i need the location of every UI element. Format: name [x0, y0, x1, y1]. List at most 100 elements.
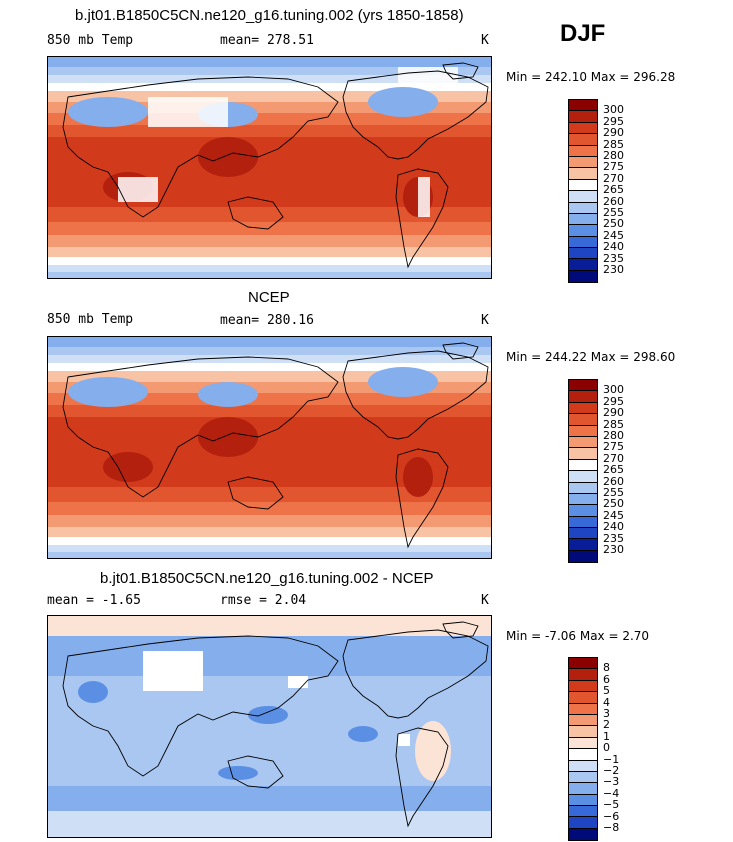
- panel3-title: b.jt01.B1850C5CN.ne120_g16.tuning.002 - …: [100, 570, 434, 587]
- colorbar-tick-label: 230: [603, 543, 624, 556]
- colorbar-tick-label: 275: [603, 440, 624, 454]
- colorbar-swatch: [569, 680, 597, 693]
- colorbar-tick-label: 8: [603, 661, 610, 675]
- colorbar-tick-label: 5: [603, 684, 610, 698]
- colorbar-tick-label: 0: [603, 741, 610, 755]
- colorbar-swatch: [569, 425, 597, 437]
- colorbar-swatch: [569, 213, 597, 226]
- panel1-mean-label: mean= 278.51: [220, 33, 314, 48]
- panel2-mean-label: mean= 280.16: [220, 313, 314, 328]
- colorbar-tick-label: 3: [603, 707, 610, 720]
- colorbar-tick-label: −6: [603, 809, 620, 823]
- colorbar-swatch: [569, 539, 597, 551]
- colorbar-tick-label: 280: [603, 149, 624, 162]
- colorbar-tick-label: 245: [603, 228, 624, 242]
- colorbar-swatch: [569, 259, 597, 271]
- colorbar-swatch: [569, 380, 597, 392]
- colorbar-swatch: [569, 436, 597, 449]
- colorbar-swatch: [569, 482, 597, 494]
- colorbar-tick-label: 270: [603, 451, 624, 465]
- colorbar-tick-label: 275: [603, 160, 624, 174]
- colorbar-swatch: [569, 459, 597, 472]
- colorbar-tick-label: 290: [603, 406, 624, 420]
- colorbar-swatch: [569, 270, 597, 283]
- colorbar-tick-label: 285: [603, 417, 624, 431]
- panel1-colorbar: [568, 99, 598, 284]
- colorbar-swatch: [569, 122, 597, 135]
- colorbar-tick-label: 300: [603, 383, 624, 397]
- colorbar-tick-label: 1: [603, 729, 610, 743]
- colorbar-swatch: [569, 749, 597, 761]
- colorbar-tick-label: 4: [603, 695, 610, 709]
- colorbar-tick-label: 235: [603, 531, 624, 545]
- colorbar-swatch: [569, 783, 597, 795]
- panel3-rmse-label: rmse = 2.04: [220, 593, 307, 608]
- colorbar-swatch: [569, 692, 597, 704]
- colorbar-swatch: [569, 391, 597, 403]
- colorbar-tick-label: 255: [603, 486, 624, 499]
- panel2-colorbar: [568, 379, 598, 564]
- colorbar-swatch: [569, 726, 597, 738]
- colorbar-swatch: [569, 100, 597, 112]
- colorbar-swatch: [569, 225, 597, 237]
- colorbar-tick-label: 2: [603, 718, 610, 732]
- colorbar-tick-label: −1: [603, 752, 620, 766]
- colorbar-swatch: [569, 828, 597, 841]
- colorbar-tick-label: −8: [603, 821, 620, 834]
- colorbar-swatch: [569, 550, 597, 563]
- colorbar-swatch: [569, 236, 597, 249]
- colorbar-tick-label: 6: [603, 672, 610, 686]
- colorbar-swatch: [569, 414, 597, 426]
- colorbar-tick-label: 270: [603, 171, 624, 185]
- colorbar-tick-label: 260: [603, 194, 624, 208]
- colorbar-swatch: [569, 760, 597, 772]
- colorbar-swatch: [569, 179, 597, 192]
- colorbar-tick-label: 260: [603, 474, 624, 488]
- colorbar-swatch: [569, 794, 597, 807]
- panel1-variable-label: 850 mb Temp: [47, 33, 134, 48]
- colorbar-tick-label: 250: [603, 217, 624, 231]
- panel3-colorbar: [568, 657, 598, 842]
- colorbar-tick-label: 290: [603, 126, 624, 140]
- colorbar-swatch: [569, 168, 597, 180]
- colorbar-tick-label: 245: [603, 508, 624, 522]
- panel3-unit: K: [481, 593, 489, 608]
- panel2-unit: K: [481, 313, 489, 328]
- colorbar-tick-label: 250: [603, 497, 624, 511]
- colorbar-tick-label: 255: [603, 206, 624, 219]
- colorbar-tick-label: 300: [603, 103, 624, 117]
- colorbar-tick-label: −4: [603, 786, 620, 800]
- colorbar-tick-label: 240: [603, 240, 624, 254]
- colorbar-swatch: [569, 156, 597, 169]
- panel2-map: [47, 336, 492, 559]
- colorbar-tick-label: 265: [603, 183, 624, 197]
- colorbar-swatch: [569, 471, 597, 483]
- colorbar-swatch: [569, 806, 597, 818]
- colorbar-tick-label: 230: [603, 263, 624, 276]
- panel3-minmax: Min = -7.06 Max = 2.70: [506, 629, 650, 643]
- colorbar-tick-label: 280: [603, 429, 624, 442]
- colorbar-swatch: [569, 505, 597, 517]
- colorbar-swatch: [569, 202, 597, 214]
- colorbar-tick-label: 285: [603, 137, 624, 151]
- panel2-variable-label: 850 mb Temp: [47, 312, 134, 327]
- panel3-map: [47, 615, 492, 838]
- colorbar-swatch: [569, 111, 597, 123]
- season-label: DJF: [560, 20, 606, 47]
- colorbar-swatch: [569, 737, 597, 750]
- colorbar-swatch: [569, 402, 597, 415]
- colorbar-swatch: [569, 817, 597, 829]
- colorbar-swatch: [569, 703, 597, 715]
- panel1-map: [47, 56, 492, 279]
- colorbar-swatch: [569, 134, 597, 146]
- colorbar-tick-label: −2: [603, 764, 620, 777]
- panel1-title: b.jt01.B1850C5CN.ne120_g16.tuning.002 (y…: [75, 7, 464, 24]
- colorbar-swatch: [569, 248, 597, 260]
- colorbar-tick-label: 265: [603, 463, 624, 477]
- colorbar-swatch: [569, 493, 597, 506]
- colorbar-tick-label: 295: [603, 394, 624, 408]
- panel3-mean-label: mean = -1.65: [47, 593, 141, 608]
- colorbar-tick-label: 295: [603, 114, 624, 128]
- colorbar-swatch: [569, 771, 597, 784]
- panel1-minmax: Min = 242.10 Max = 296.28: [506, 70, 676, 84]
